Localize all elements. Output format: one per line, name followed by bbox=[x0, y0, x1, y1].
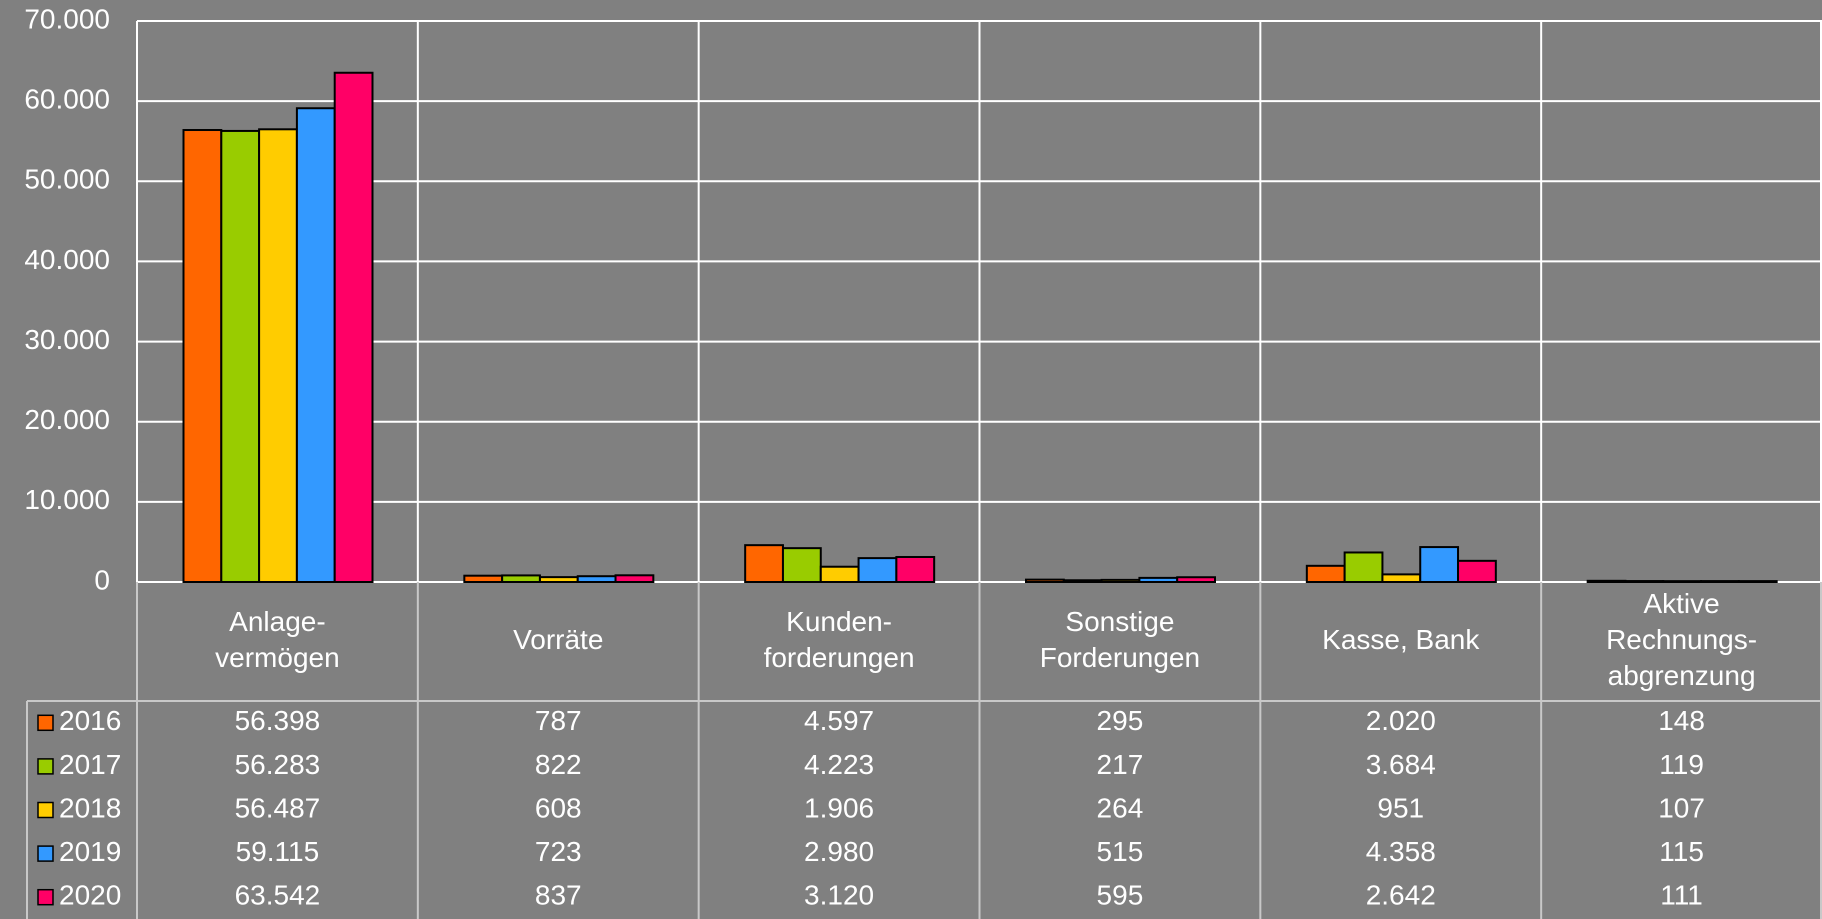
y-tick-label: 10.000 bbox=[24, 484, 110, 515]
table-value: 515 bbox=[1097, 836, 1144, 867]
table-value: 837 bbox=[535, 880, 582, 911]
bar bbox=[501, 574, 541, 583]
table-value: 723 bbox=[535, 836, 582, 867]
bar bbox=[1381, 573, 1422, 584]
bar bbox=[1305, 564, 1346, 584]
table-value: 107 bbox=[1658, 792, 1705, 823]
table-value: 115 bbox=[1659, 836, 1704, 867]
y-tick-label: 20.000 bbox=[24, 404, 110, 435]
table-value: 1.906 bbox=[804, 792, 874, 823]
table-value: 787 bbox=[535, 705, 582, 736]
table-value: 4.597 bbox=[804, 705, 874, 736]
table-value: 148 bbox=[1658, 705, 1705, 736]
y-tick-label: 50.000 bbox=[24, 164, 110, 195]
table-value: 119 bbox=[1659, 749, 1704, 780]
table-value: 264 bbox=[1097, 792, 1144, 823]
legend-swatch bbox=[37, 714, 54, 732]
category-label: Aktive bbox=[1643, 588, 1719, 619]
bar bbox=[1100, 578, 1141, 583]
table-value: 608 bbox=[535, 792, 582, 823]
bar bbox=[1662, 580, 1703, 583]
category-label: Rechnungs- bbox=[1606, 624, 1757, 655]
bar bbox=[744, 544, 784, 583]
table-value: 56.398 bbox=[235, 705, 321, 736]
bar bbox=[895, 555, 936, 583]
bar bbox=[182, 129, 223, 583]
table-value: 56.487 bbox=[235, 792, 321, 823]
bar bbox=[1586, 579, 1627, 584]
table-value: 4.358 bbox=[1366, 836, 1436, 867]
bar bbox=[1419, 546, 1460, 583]
legend-label: 2018 bbox=[59, 792, 121, 823]
legend-label: 2020 bbox=[59, 880, 121, 911]
bar bbox=[1062, 579, 1103, 584]
table-value: 4.223 bbox=[804, 749, 874, 780]
table-value: 3.684 bbox=[1366, 749, 1436, 780]
bar bbox=[819, 565, 860, 584]
y-tick-label: 40.000 bbox=[24, 244, 110, 275]
bar bbox=[1176, 576, 1216, 584]
table-value: 56.283 bbox=[235, 749, 321, 780]
bar bbox=[781, 547, 822, 584]
bar bbox=[333, 71, 374, 583]
bar bbox=[538, 576, 579, 584]
bar bbox=[463, 574, 504, 583]
table-value: 59.115 bbox=[236, 836, 320, 867]
table-value: 3.120 bbox=[804, 880, 874, 911]
legend-swatch bbox=[37, 888, 54, 906]
bar bbox=[576, 575, 617, 584]
bar bbox=[1737, 580, 1778, 583]
bar bbox=[1138, 576, 1179, 583]
category-label: Forderungen bbox=[1040, 642, 1200, 673]
y-tick-label: 30.000 bbox=[24, 324, 110, 355]
category-label: Anlage- bbox=[229, 606, 326, 637]
bar bbox=[614, 574, 655, 584]
category-label: Kunden- bbox=[786, 606, 892, 637]
bar bbox=[1025, 578, 1065, 584]
category-label: abgrenzung bbox=[1608, 660, 1756, 691]
bar bbox=[857, 557, 898, 584]
category-label: Vorräte bbox=[513, 624, 603, 655]
category-label: Sonstige bbox=[1065, 606, 1174, 637]
category-label: Kasse, Bank bbox=[1322, 624, 1480, 655]
legend-swatch bbox=[37, 758, 54, 775]
table-value: 2.980 bbox=[804, 836, 874, 867]
table-value: 111 bbox=[1660, 880, 1703, 911]
table-value: 822 bbox=[535, 749, 582, 780]
legend-label: 2017 bbox=[59, 749, 121, 780]
table-value: 2.642 bbox=[1366, 880, 1436, 911]
table-value: 217 bbox=[1097, 749, 1144, 780]
table-value: 595 bbox=[1097, 880, 1144, 911]
y-tick-label: 70.000 bbox=[24, 3, 110, 34]
bar bbox=[1624, 580, 1665, 584]
legend-swatch bbox=[37, 845, 54, 862]
legend-swatch bbox=[37, 801, 54, 819]
y-tick-label: 60.000 bbox=[24, 84, 110, 115]
table-value: 295 bbox=[1097, 705, 1144, 736]
table-value: 63.542 bbox=[235, 880, 321, 911]
bar bbox=[1700, 580, 1740, 584]
category-label: vermögen bbox=[215, 642, 340, 673]
bar bbox=[258, 128, 298, 583]
table-value: 951 bbox=[1377, 792, 1424, 823]
legend-label: 2016 bbox=[59, 705, 121, 736]
bar bbox=[1457, 559, 1497, 583]
bar bbox=[220, 129, 261, 584]
y-tick-label: 0 bbox=[94, 564, 110, 595]
table-value: 2.020 bbox=[1366, 705, 1436, 736]
bar bbox=[1343, 551, 1384, 583]
bar bbox=[295, 107, 336, 583]
legend-label: 2019 bbox=[59, 836, 121, 867]
category-label: forderungen bbox=[764, 642, 915, 673]
